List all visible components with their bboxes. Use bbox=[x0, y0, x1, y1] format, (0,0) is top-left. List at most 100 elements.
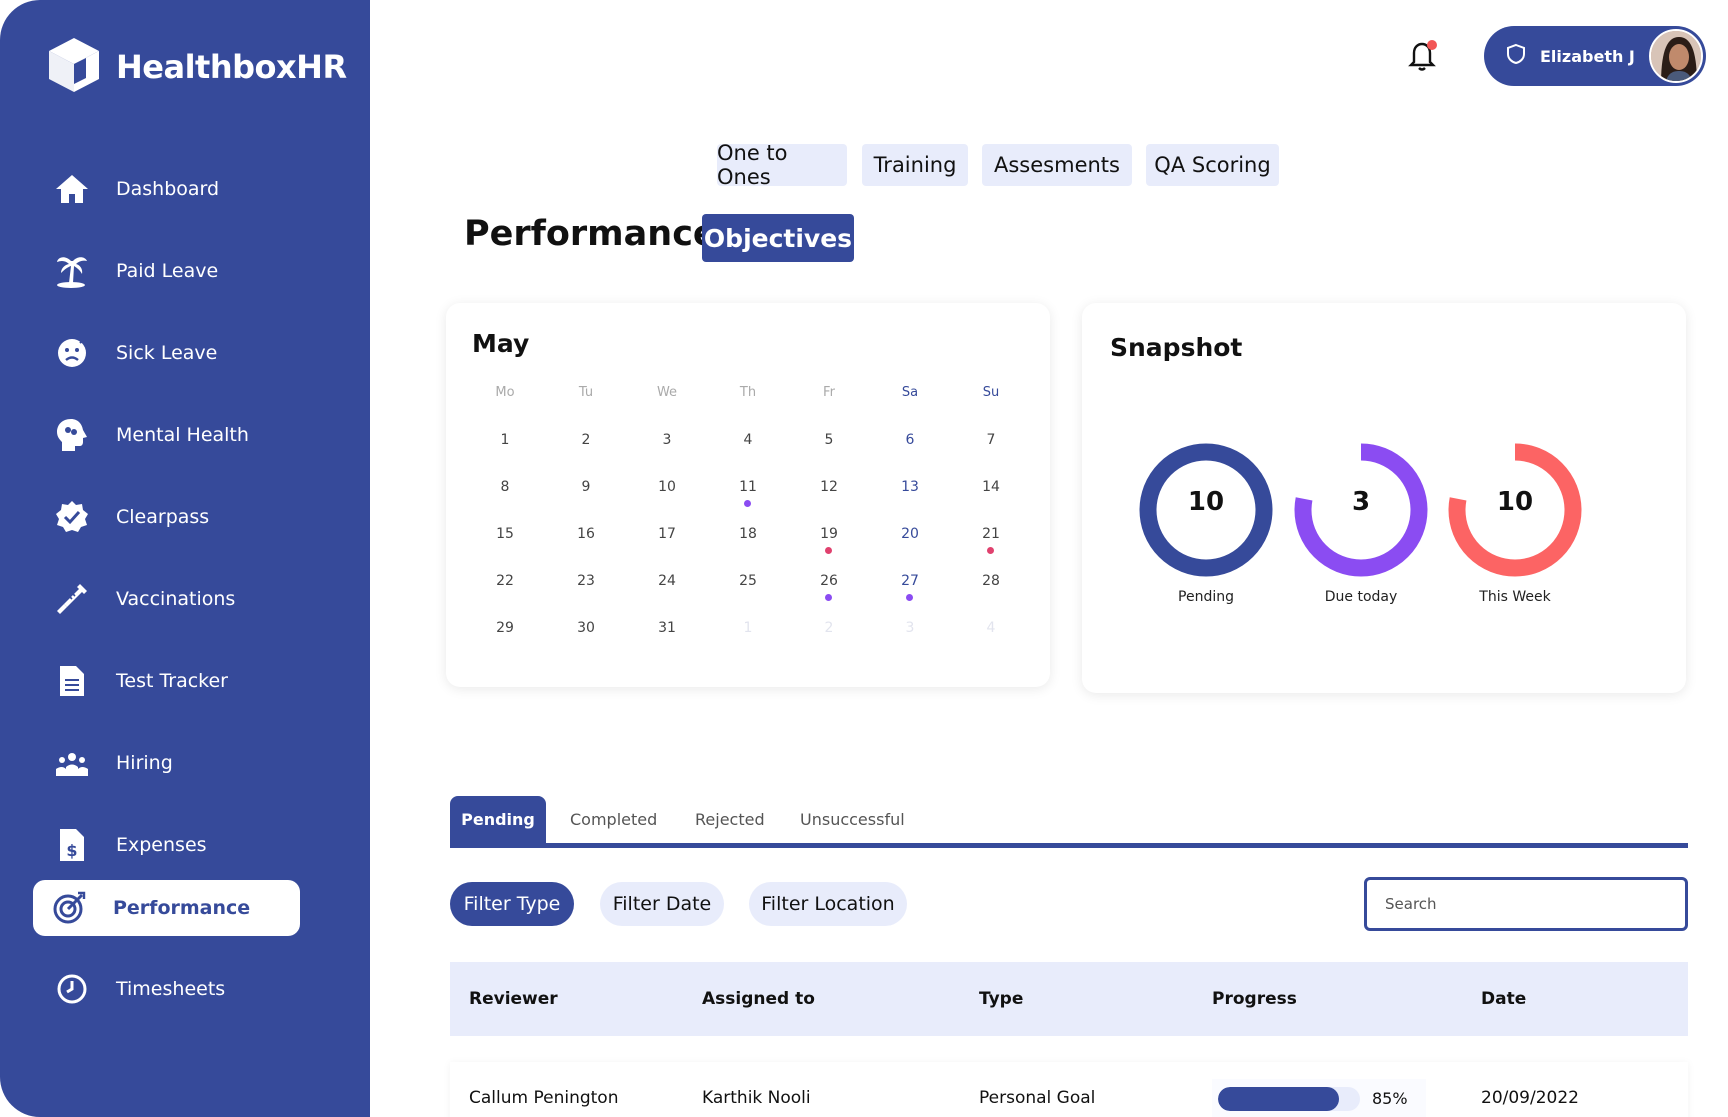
calendar-day[interactable]: 2 bbox=[824, 620, 834, 636]
tab-pending[interactable]: Pending bbox=[450, 796, 546, 843]
calendar-day[interactable]: 11 bbox=[703, 479, 793, 507]
cell-date: 20/09/2022 bbox=[1481, 1088, 1579, 1108]
calendar-day[interactable]: 1 bbox=[743, 620, 753, 636]
sidebar-item-mental-health[interactable]: Mental Health bbox=[36, 404, 332, 466]
user-name: Elizabeth J bbox=[1540, 46, 1635, 66]
tab-rejected[interactable]: Rejected bbox=[695, 810, 765, 829]
calendar-day[interactable]: 10 bbox=[658, 479, 676, 495]
sidebar-item-performance[interactable]: Performance bbox=[33, 880, 300, 936]
calendar-day[interactable]: 24 bbox=[658, 573, 676, 589]
avatar[interactable] bbox=[1649, 29, 1703, 83]
calendar-day[interactable]: 8 bbox=[500, 479, 510, 495]
calendar-day[interactable]: 12 bbox=[820, 479, 838, 495]
table-row[interactable]: Callum Penington Karthik Nooli Personal … bbox=[450, 1062, 1688, 1117]
calendar-day[interactable]: 13 bbox=[901, 479, 919, 495]
calendar-day[interactable]: 23 bbox=[577, 573, 595, 589]
tab-completed[interactable]: Completed bbox=[570, 810, 658, 829]
sidebar-item-label: Dashboard bbox=[116, 178, 220, 200]
ring-arc bbox=[1294, 443, 1428, 577]
event-dot bbox=[906, 594, 913, 601]
ring-this-week[interactable]: 10 bbox=[1440, 435, 1590, 585]
calendar-day[interactable]: 27 bbox=[865, 573, 955, 601]
sidebar-item-label: Clearpass bbox=[116, 506, 210, 528]
calendar-day[interactable]: 31 bbox=[658, 620, 676, 636]
calendar-day[interactable]: 4 bbox=[986, 620, 996, 636]
filter-type-button[interactable]: Filter Type bbox=[450, 882, 574, 926]
column-header-assigned-to[interactable]: Assigned to bbox=[702, 989, 815, 1009]
calendar-day[interactable]: 18 bbox=[739, 526, 757, 542]
tab-assesments[interactable]: Assesments bbox=[982, 144, 1132, 186]
calendar-day[interactable]: 2 bbox=[581, 432, 591, 448]
logo[interactable]: HealthboxHR bbox=[46, 36, 347, 98]
weekday-label: Su bbox=[982, 385, 1000, 400]
progress-bar bbox=[1218, 1087, 1360, 1111]
palm-tree-icon bbox=[36, 253, 108, 289]
calendar-day[interactable]: 5 bbox=[824, 432, 834, 448]
sidebar-item-hiring[interactable]: Hiring bbox=[36, 732, 332, 794]
sidebar-item-timesheets[interactable]: Timesheets bbox=[36, 958, 332, 1020]
ring-pending[interactable]: 10 bbox=[1131, 435, 1281, 585]
sidebar-item-sick-leave[interactable]: Sick Leave bbox=[36, 322, 332, 384]
calendar-day[interactable]: 22 bbox=[496, 573, 514, 589]
calendar-day[interactable]: 14 bbox=[982, 479, 1000, 495]
calendar-day[interactable]: 30 bbox=[577, 620, 595, 636]
sidebar-item-label: Performance bbox=[113, 897, 251, 919]
calendar-day[interactable]: 6 bbox=[905, 432, 915, 448]
sidebar-item-label: Test Tracker bbox=[116, 670, 228, 692]
sidebar-item-paid-leave[interactable]: Paid Leave bbox=[36, 240, 332, 302]
status-tabs: Pending Completed Rejected Unsuccessful bbox=[450, 796, 1688, 848]
ring-due-today[interactable]: 3 bbox=[1286, 435, 1436, 585]
tab-one-to-ones[interactable]: One to Ones bbox=[717, 141, 847, 189]
badge-check-icon bbox=[36, 500, 108, 534]
calendar-day[interactable]: 3 bbox=[905, 620, 915, 636]
calendar-day[interactable]: 7 bbox=[986, 432, 996, 448]
event-dot bbox=[987, 547, 994, 554]
ring-label: Due today bbox=[1324, 589, 1398, 605]
calendar-day[interactable]: 26 bbox=[784, 573, 874, 601]
tab-unsuccessful[interactable]: Unsuccessful bbox=[800, 810, 905, 829]
progress-bar-fill bbox=[1218, 1087, 1339, 1111]
sidebar-item-dashboard[interactable]: Dashboard bbox=[36, 158, 332, 220]
calendar-day[interactable]: 17 bbox=[658, 526, 676, 542]
column-header-date[interactable]: Date bbox=[1481, 989, 1527, 1009]
calendar-card: May Mo Tu We Th Fr Sa Su 1 2 3 4 5 6 7 8 9 10 11 12 13 14 15 1… bbox=[446, 303, 1050, 687]
filter-date-button[interactable]: Filter Date bbox=[600, 882, 724, 926]
calendar-day[interactable]: 28 bbox=[982, 573, 1000, 589]
tab-qa-scoring[interactable]: QA Scoring bbox=[1146, 144, 1279, 186]
weekday-label: We bbox=[656, 385, 678, 400]
progress-label: 85% bbox=[1372, 1089, 1408, 1108]
tab-training[interactable]: Training bbox=[862, 144, 968, 186]
calendar-day[interactable]: 4 bbox=[743, 432, 753, 448]
calendar-day[interactable]: 9 bbox=[581, 479, 591, 495]
search-input[interactable] bbox=[1364, 877, 1688, 931]
calendar-day[interactable]: 3 bbox=[662, 432, 672, 448]
calendar-day[interactable]: 20 bbox=[901, 526, 919, 542]
column-header-type[interactable]: Type bbox=[979, 989, 1024, 1009]
calendar-month: May bbox=[472, 329, 530, 358]
column-header-reviewer[interactable]: Reviewer bbox=[469, 989, 558, 1009]
sidebar-item-label: Sick Leave bbox=[116, 342, 218, 364]
calendar-day[interactable]: 16 bbox=[577, 526, 595, 542]
sidebar-item-expenses[interactable]: $ Expenses bbox=[36, 814, 332, 876]
snapshot-card: Snapshot 10 Pending 3 Due today 10 This Week bbox=[1082, 303, 1686, 693]
sidebar-item-clearpass[interactable]: Clearpass bbox=[36, 486, 332, 548]
sidebar-item-label: Mental Health bbox=[116, 424, 249, 446]
clock-icon bbox=[36, 973, 108, 1005]
sick-face-icon bbox=[36, 337, 108, 369]
syringe-icon bbox=[36, 582, 108, 616]
sidebar-item-vaccinations[interactable]: Vaccinations bbox=[36, 568, 332, 630]
user-menu[interactable]: Elizabeth J bbox=[1484, 26, 1706, 86]
filter-location-button[interactable]: Filter Location bbox=[749, 882, 907, 926]
sidebar-item-test-tracker[interactable]: Test Tracker bbox=[36, 650, 332, 712]
calendar-day[interactable]: 15 bbox=[496, 526, 514, 542]
calendar-day[interactable]: 19 bbox=[784, 526, 874, 554]
calendar-day[interactable]: 1 bbox=[500, 432, 510, 448]
calendar-day[interactable]: 25 bbox=[739, 573, 757, 589]
event-dot bbox=[825, 594, 832, 601]
sidebar-item-label: Vaccinations bbox=[116, 588, 236, 610]
column-header-progress[interactable]: Progress bbox=[1212, 989, 1297, 1009]
calendar-day[interactable]: 21 bbox=[946, 526, 1036, 554]
notification-bell-icon[interactable] bbox=[1406, 38, 1440, 78]
calendar-day[interactable]: 29 bbox=[496, 620, 514, 636]
weekday-label: Sa bbox=[901, 385, 919, 400]
